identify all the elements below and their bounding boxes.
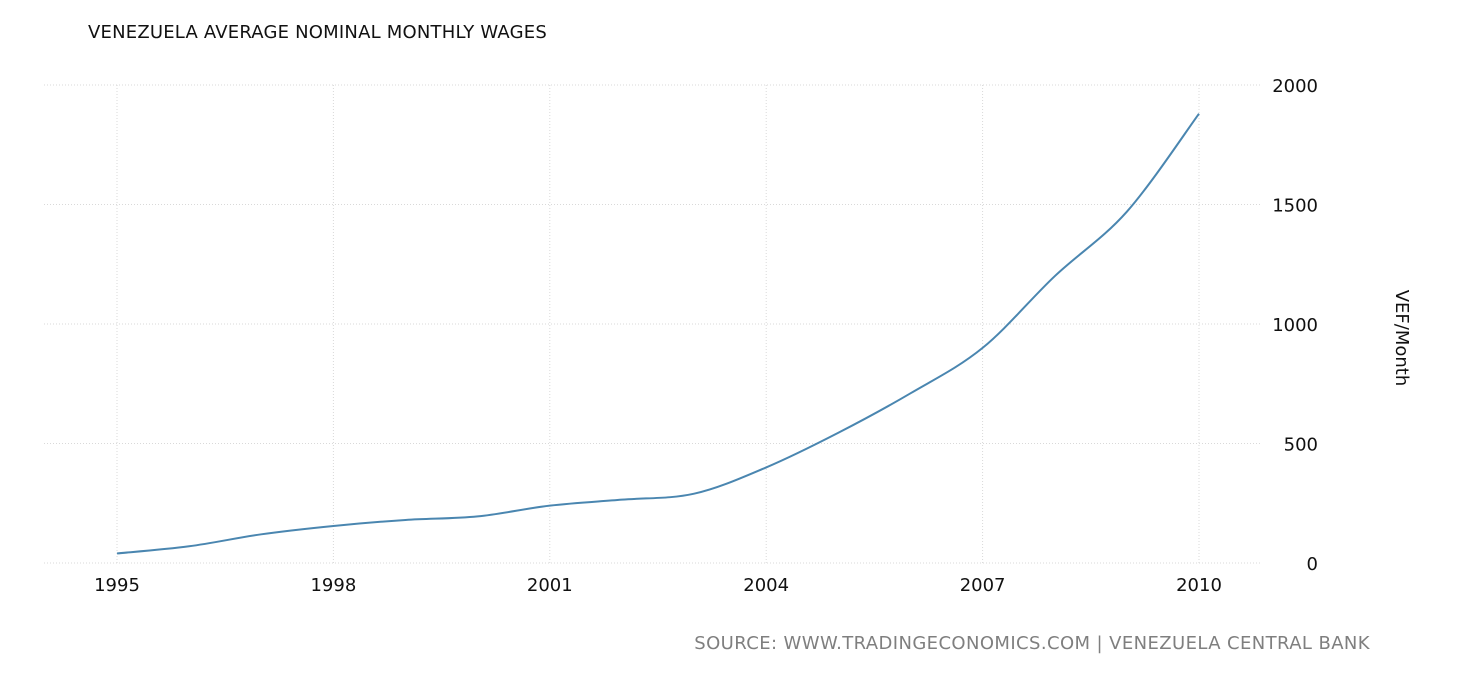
x-tick-label: 1998 [310, 575, 356, 596]
y-tick-label: 1500 [1272, 196, 1318, 217]
x-axis-ticks: 1995 1998 2001 2004 2007 2010 [94, 575, 1222, 596]
y-tick-label: 500 [1284, 435, 1318, 456]
x-tick-label: 2007 [960, 575, 1006, 596]
x-tick-label: 2010 [1176, 575, 1222, 596]
y-axis-ticks: 0 500 1000 1500 2000 [1272, 76, 1318, 575]
x-tick-label: 2001 [527, 575, 573, 596]
y-axis-label: VEF/Month [1391, 290, 1412, 387]
chart-title: VENEZUELA AVERAGE NOMINAL MONTHLY WAGES [88, 22, 547, 43]
y-tick-label: 2000 [1272, 76, 1318, 97]
x-tick-label: 1995 [94, 575, 140, 596]
y-tick-label: 0 [1307, 554, 1318, 575]
source-note: SOURCE: WWW.TRADINGECONOMICS.COM | VENEZ… [694, 633, 1370, 654]
series-line [116, 113, 1200, 555]
y-tick-label: 1000 [1272, 315, 1318, 336]
series-group [116, 113, 1200, 555]
grid [44, 84, 1262, 564]
x-tick-label: 2004 [743, 575, 789, 596]
